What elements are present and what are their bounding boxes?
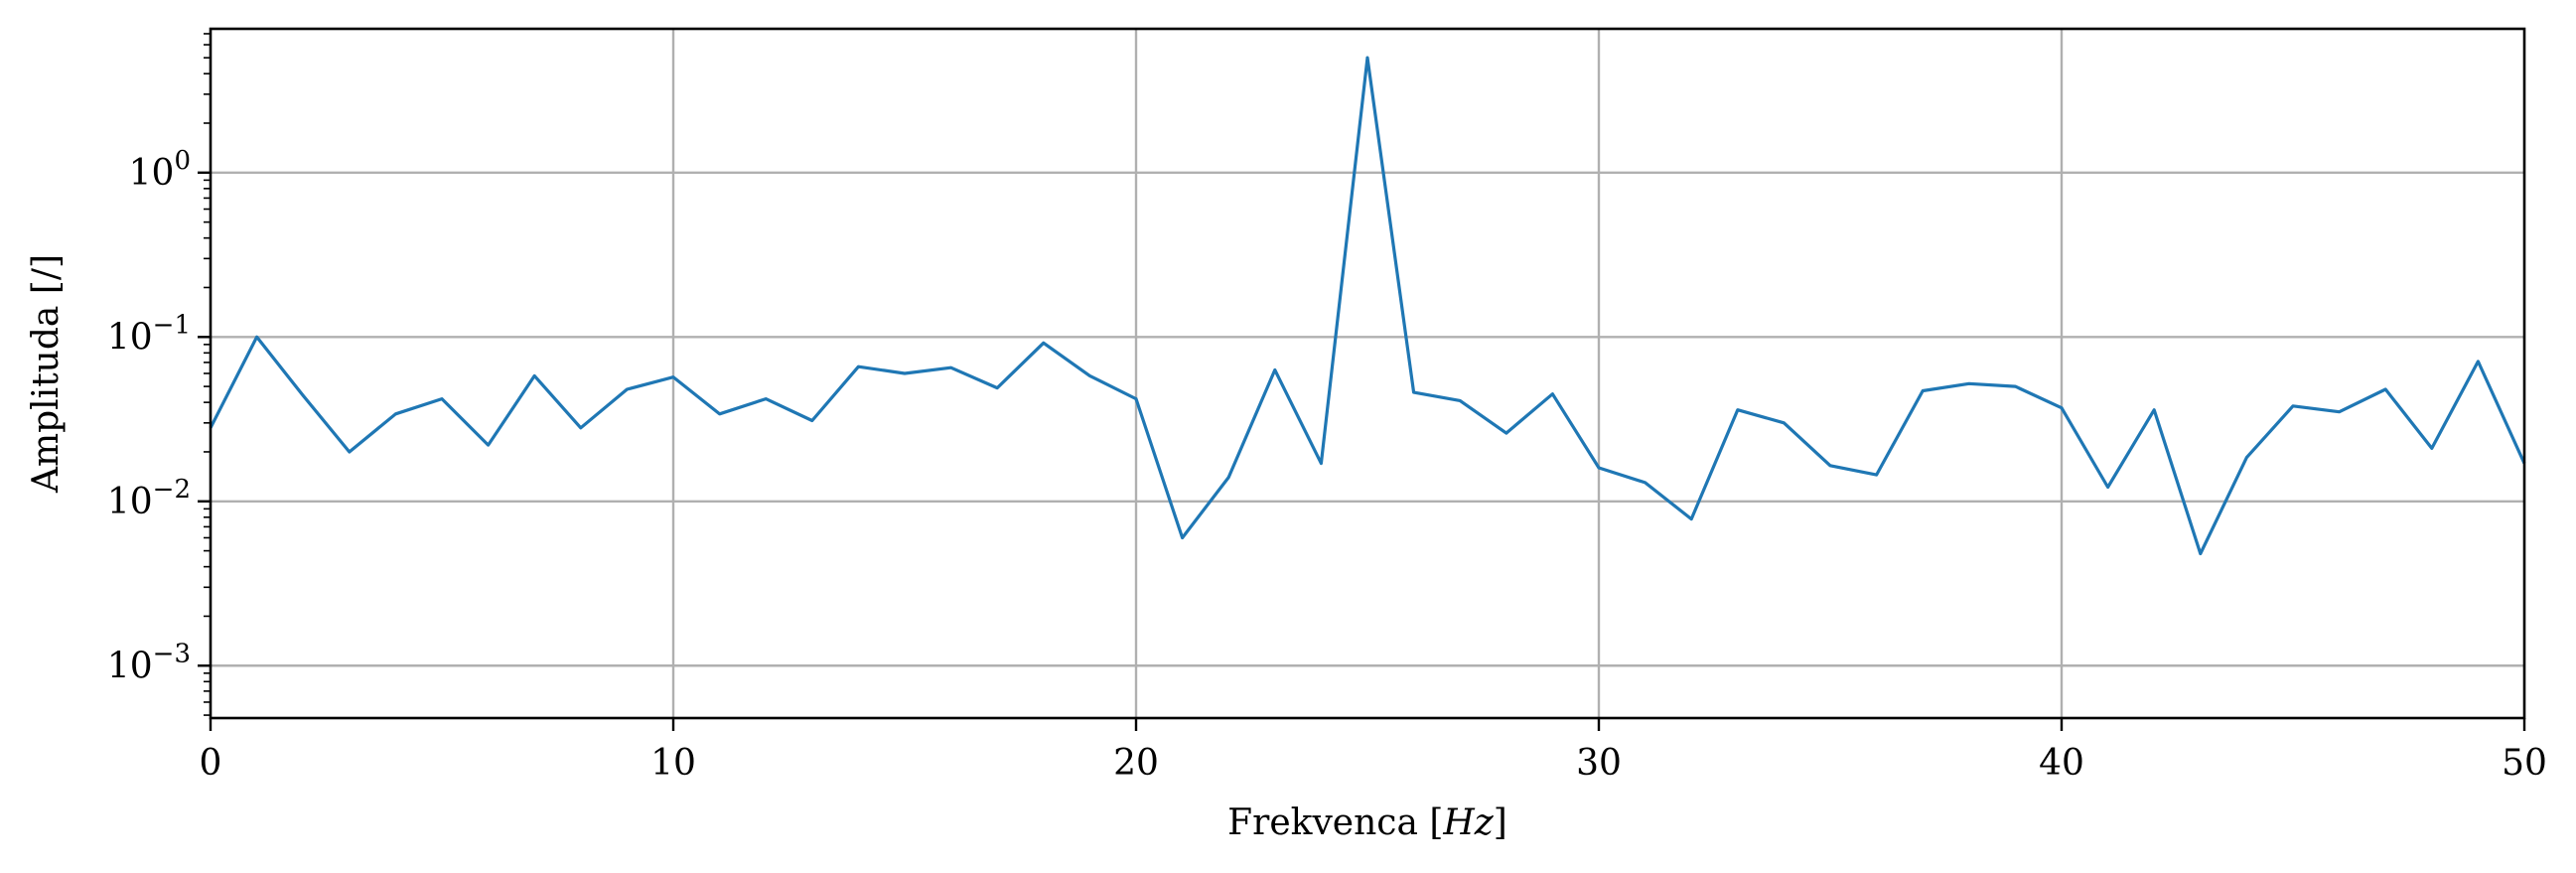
x-tick-label: 0: [200, 743, 222, 784]
y-tick-base: 10: [129, 153, 175, 194]
x-tick-label: 30: [1576, 743, 1622, 784]
x-axis-label-suffix: ]: [1494, 802, 1507, 843]
y-axis-label: Amplituda [/]: [26, 254, 67, 494]
y-tick-label: 100: [129, 146, 191, 194]
y-tick-label: 10−3: [107, 639, 191, 686]
y-tick-base: 10: [107, 317, 153, 358]
x-tick-label: 50: [2502, 743, 2547, 784]
x-tick-label: 10: [650, 743, 696, 784]
y-tick-base: 10: [107, 646, 153, 686]
x-axis-ticks: 0 10 20 30 40 50: [200, 718, 2547, 784]
y-tick-exponent: −3: [153, 639, 191, 668]
y-tick-exponent: −1: [153, 310, 191, 340]
plot-frame: [209, 27, 2526, 720]
x-tick-label: 40: [2039, 743, 2084, 784]
grid-lines: [211, 29, 2524, 718]
x-axis-label: Frekvenca [Hz]: [1227, 802, 1507, 843]
y-tick-label: 10−1: [107, 310, 191, 358]
x-axis-label-prefix: Frekvenca [: [1227, 802, 1443, 843]
y-tick-label: 10−2: [107, 475, 191, 522]
series-line: [209, 56, 2526, 556]
y-tick-exponent: −2: [153, 475, 191, 505]
x-tick-label: 20: [1113, 743, 1159, 784]
x-axis-label-unit: Hz: [1442, 802, 1494, 843]
y-tick-base: 10: [107, 482, 153, 522]
y-tick-exponent: 0: [174, 146, 191, 176]
